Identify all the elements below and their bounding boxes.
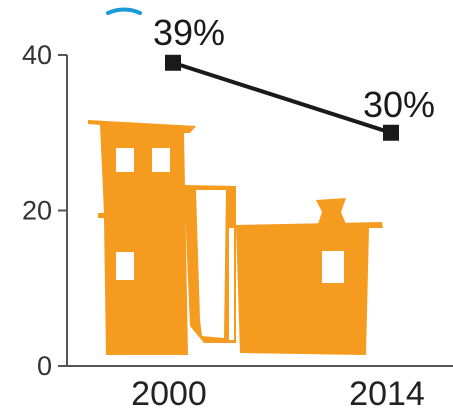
y-tick-label: 20 xyxy=(22,196,52,226)
x-tick-label: 2000 xyxy=(131,375,207,411)
series-line xyxy=(172,60,392,135)
building-windows xyxy=(116,148,344,340)
accent-mark xyxy=(106,7,142,15)
data-point xyxy=(383,124,399,141)
x-tick-label: 2014 xyxy=(349,375,425,411)
series: 39% 30% xyxy=(153,12,435,141)
data-label: 30% xyxy=(363,84,435,125)
data-label: 39% xyxy=(153,12,225,53)
x-ticks: 2000 2014 xyxy=(131,375,425,411)
data-point xyxy=(165,54,181,71)
y-ticks: 0 20 40 xyxy=(22,40,67,381)
y-tick-label: 40 xyxy=(22,40,52,70)
y-tick-label: 0 xyxy=(37,351,52,381)
